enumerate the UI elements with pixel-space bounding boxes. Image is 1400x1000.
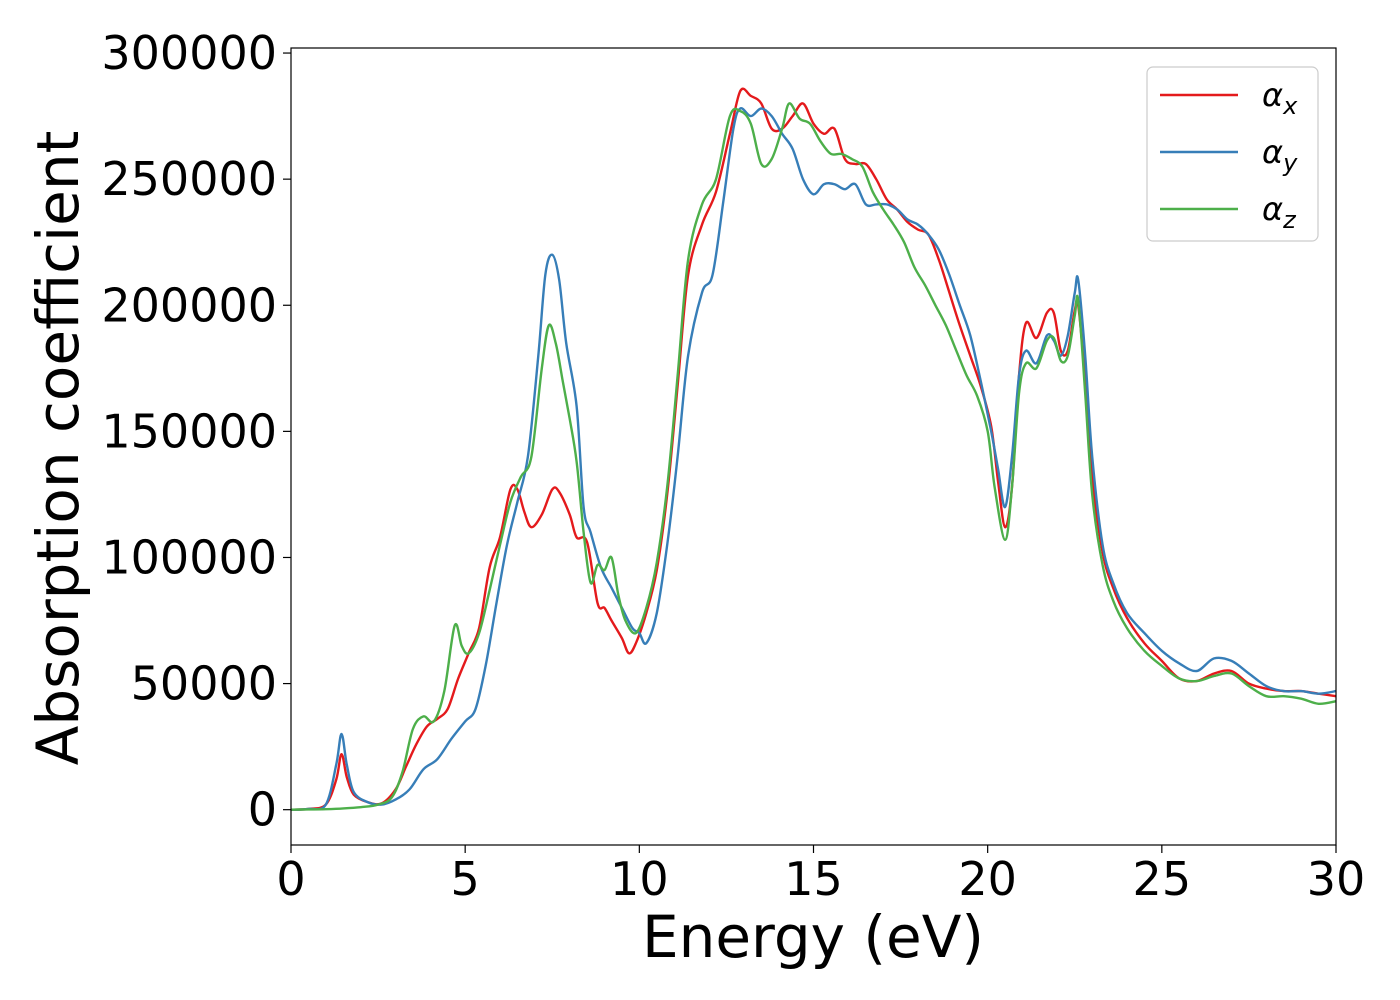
series-line-y — [290, 107, 1337, 811]
y-tick-label: 150000 — [101, 404, 277, 458]
x-tick-label: 0 — [276, 852, 305, 906]
x-tick-label: 20 — [958, 852, 1017, 906]
legend-label-z: αz — [1262, 190, 1297, 234]
x-axis-label: Energy (eV) — [642, 903, 984, 971]
y-axis-label: Absorption coefficient — [24, 131, 92, 766]
x-axis-ticks: 0 5 10 15 20 25 30 — [276, 845, 1365, 906]
y-tick-label: 250000 — [101, 152, 277, 206]
series-line-z — [290, 102, 1337, 811]
x-tick-label: 25 — [1133, 852, 1192, 906]
legend-label-y: αy — [1262, 133, 1298, 177]
legend-label-x: αx — [1262, 76, 1298, 120]
y-tick-label: 300000 — [101, 26, 277, 80]
x-tick-label: 10 — [610, 852, 669, 906]
legend-box — [1146, 66, 1319, 242]
x-tick-label: 30 — [1307, 852, 1366, 906]
x-tick-label: 5 — [451, 852, 480, 906]
y-tick-label: 0 — [248, 783, 277, 837]
x-tick-label: 15 — [784, 852, 843, 906]
series-layer — [290, 87, 1337, 811]
y-axis-ticks: 0 50000 100000 150000 200000 250000 300000 — [101, 26, 291, 837]
legend: αx αy αz — [1146, 66, 1319, 242]
y-tick-label: 200000 — [101, 278, 277, 332]
y-tick-label: 100000 — [101, 530, 277, 584]
y-tick-label: 50000 — [131, 657, 277, 711]
